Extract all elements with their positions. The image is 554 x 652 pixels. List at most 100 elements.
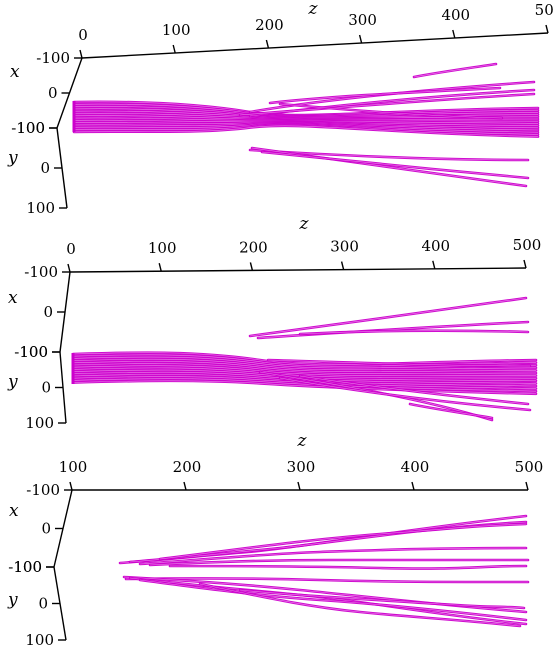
z-tick-label: 200 [173, 458, 202, 476]
y-tick-label: 100 [26, 199, 55, 217]
z-tick-label: 400 [421, 237, 450, 255]
tube-bundle [118, 514, 530, 628]
tube-highlight [72, 352, 537, 365]
z-tick-label: 200 [239, 238, 268, 256]
y-tick-label: 0 [40, 159, 50, 177]
z-tick [158, 263, 162, 272]
z-tick-label: 300 [348, 11, 377, 29]
x-tick-label: 100 [13, 558, 42, 576]
z-tick-label: 200 [255, 16, 284, 34]
tube-highlight [279, 103, 503, 119]
x-tick-label: -100 [26, 481, 60, 499]
tube-highlight [72, 374, 537, 387]
tube-bundle [71, 296, 538, 422]
z-tick-label: 500 [513, 236, 542, 254]
y-axis-label: y [7, 372, 18, 392]
x-tick-label: -100 [24, 263, 58, 281]
tube-highlight [159, 523, 527, 560]
z-tick [183, 481, 187, 491]
z-tick [411, 481, 415, 491]
z-tick [172, 44, 176, 54]
z-tick [545, 24, 549, 34]
tube-highlight [257, 321, 529, 339]
tube-highlight [169, 565, 527, 569]
z-tick [249, 262, 254, 271]
y-axis-label: y [7, 148, 18, 168]
tube-highlight [199, 583, 521, 627]
tube-highlight [72, 378, 537, 392]
z-axis-label: z [308, 0, 319, 19]
tube-highlight [249, 297, 527, 337]
z-tick [340, 261, 345, 270]
tube-highlight [72, 371, 537, 384]
z-tick-label: 300 [330, 238, 359, 256]
z-tick [79, 49, 83, 59]
z-tick-label: 100 [148, 239, 177, 257]
y-tick-label: -100 [14, 343, 48, 361]
z-axis-label: z [299, 214, 310, 234]
z-tick [69, 481, 73, 491]
z-axis-line [69, 267, 527, 273]
z-tick [358, 34, 363, 44]
tube-highlight [267, 359, 531, 367]
x-axis-label: x [10, 62, 20, 82]
y-tick-label: 100 [25, 414, 54, 432]
y-tick-label: 0 [41, 379, 51, 397]
z-tick [452, 29, 456, 39]
tube-highlight [72, 358, 537, 371]
y-tick-label: -100 [11, 119, 45, 137]
tube-highlight [251, 147, 527, 187]
tube-highlight [149, 559, 528, 566]
z-tick [297, 481, 301, 491]
tube-highlight [261, 151, 529, 179]
z-tick-label: 500 [535, 1, 554, 19]
tube-highlight [409, 403, 493, 419]
x-axis-label: x [8, 288, 18, 308]
tube-highlight [139, 579, 527, 621]
tube-highlight [72, 356, 537, 369]
z-tick-label: 400 [441, 6, 470, 24]
tube-highlight [299, 330, 529, 335]
x-tick-label: 0 [41, 520, 51, 538]
y-axis-label: y [7, 590, 18, 610]
tube-highlight [72, 380, 537, 395]
z-tick [525, 481, 529, 491]
x-tick-label: -100 [36, 49, 70, 67]
z-tick-label: 100 [162, 21, 191, 39]
tube-highlight [125, 578, 529, 583]
tube-highlight [239, 589, 525, 609]
tube-highlight [72, 361, 537, 373]
tube-highlight [239, 93, 535, 116]
x-tick-label: 0 [43, 303, 53, 321]
z-tick-label: 500 [515, 458, 544, 476]
z-tick-label: 0 [66, 240, 76, 258]
tube-highlight [72, 363, 537, 374]
z-axis-line [81, 32, 549, 59]
z-axis-label: z [297, 431, 308, 451]
z-tick-label: 0 [78, 26, 88, 44]
tube-highlight [72, 365, 537, 376]
tube-highlight [139, 547, 527, 565]
z-tick-label: 300 [287, 458, 316, 476]
z-tick [523, 259, 527, 269]
y-tick-label: 0 [38, 595, 48, 613]
tube-highlight [73, 125, 539, 137]
y-tick-label: -100 [8, 558, 42, 576]
tube-highlight [413, 63, 497, 78]
tube-highlight [299, 375, 529, 405]
tube-highlight [279, 377, 531, 411]
tube-highlight [72, 376, 537, 389]
x-tick-label: 100 [16, 119, 45, 137]
z-tick [265, 39, 270, 49]
y-tick-label: 100 [25, 631, 54, 649]
z-tick [67, 263, 71, 273]
z-tick-label: 100 [59, 458, 88, 476]
z-tick-label: 400 [401, 458, 430, 476]
tube-highlight [72, 369, 537, 382]
tube-highlight [269, 87, 501, 104]
z-tick [432, 260, 436, 269]
